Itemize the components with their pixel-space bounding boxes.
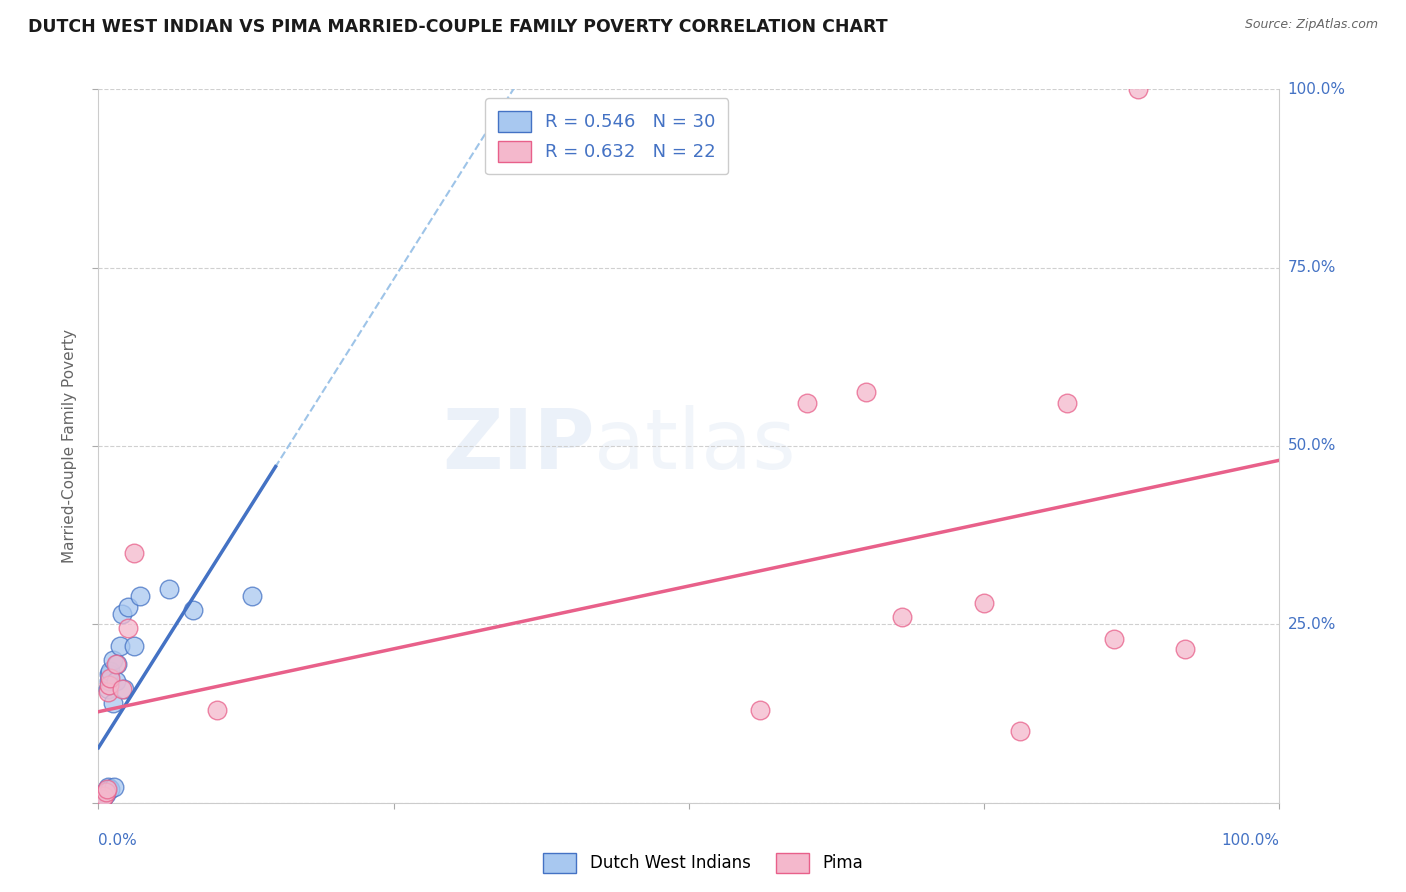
Point [97,685,120,699]
Point [1102,632,1125,646]
Y-axis label: Married-Couple Family Poverty: Married-Couple Family Poverty [62,329,77,563]
Legend: R = 0.546   N = 30, R = 0.632   N = 22: R = 0.546 N = 30, R = 0.632 N = 22 [485,98,728,174]
Point [101,653,124,667]
Point [748,703,770,717]
Point [91,792,114,806]
Point [112,681,135,696]
Point [796,396,818,410]
Text: 25.0%: 25.0% [1288,617,1336,632]
Point [91,790,114,805]
Point [1008,724,1031,739]
Point [117,599,139,614]
Point [108,639,131,653]
Point [117,621,139,635]
Point [105,657,128,671]
Point [94,785,117,799]
Point [855,385,877,400]
Point [1174,642,1197,657]
Point [98,678,121,692]
Text: 75.0%: 75.0% [1288,260,1336,275]
Point [97,780,120,794]
Point [205,703,228,717]
Text: DUTCH WEST INDIAN VS PIMA MARRIED-COUPLE FAMILY POVERTY CORRELATION CHART: DUTCH WEST INDIAN VS PIMA MARRIED-COUPLE… [28,18,887,36]
Text: 50.0%: 50.0% [1288,439,1336,453]
Text: 100.0%: 100.0% [1288,82,1346,96]
Point [90,792,112,806]
Point [91,792,114,806]
Point [93,789,115,803]
Text: ZIP: ZIP [441,406,595,486]
Point [94,787,117,801]
Point [98,667,121,681]
Point [96,783,118,797]
Point [98,674,121,689]
Text: atlas: atlas [595,406,796,486]
Point [111,681,134,696]
Point [1056,396,1078,410]
Point [93,787,115,801]
Text: Source: ZipAtlas.com: Source: ZipAtlas.com [1244,18,1378,31]
Point [105,674,128,689]
Legend: Dutch West Indians, Pima: Dutch West Indians, Pima [536,847,870,880]
Point [122,546,145,560]
Point [97,681,120,696]
Point [93,789,115,803]
Text: 100.0%: 100.0% [1222,833,1279,848]
Point [94,785,117,799]
Point [890,610,912,624]
Point [96,781,118,796]
Point [128,589,150,603]
Point [101,696,124,710]
Point [98,671,121,685]
Point [98,664,121,678]
Point [105,657,128,671]
Point [157,582,180,596]
Point [973,596,995,610]
Point [96,781,118,796]
Text: 0.0%: 0.0% [98,833,138,848]
Point [103,780,125,794]
Point [91,791,114,805]
Point [240,589,263,603]
Point [111,607,134,621]
Point [1126,82,1149,96]
Point [181,603,204,617]
Point [98,781,121,796]
Point [122,639,145,653]
